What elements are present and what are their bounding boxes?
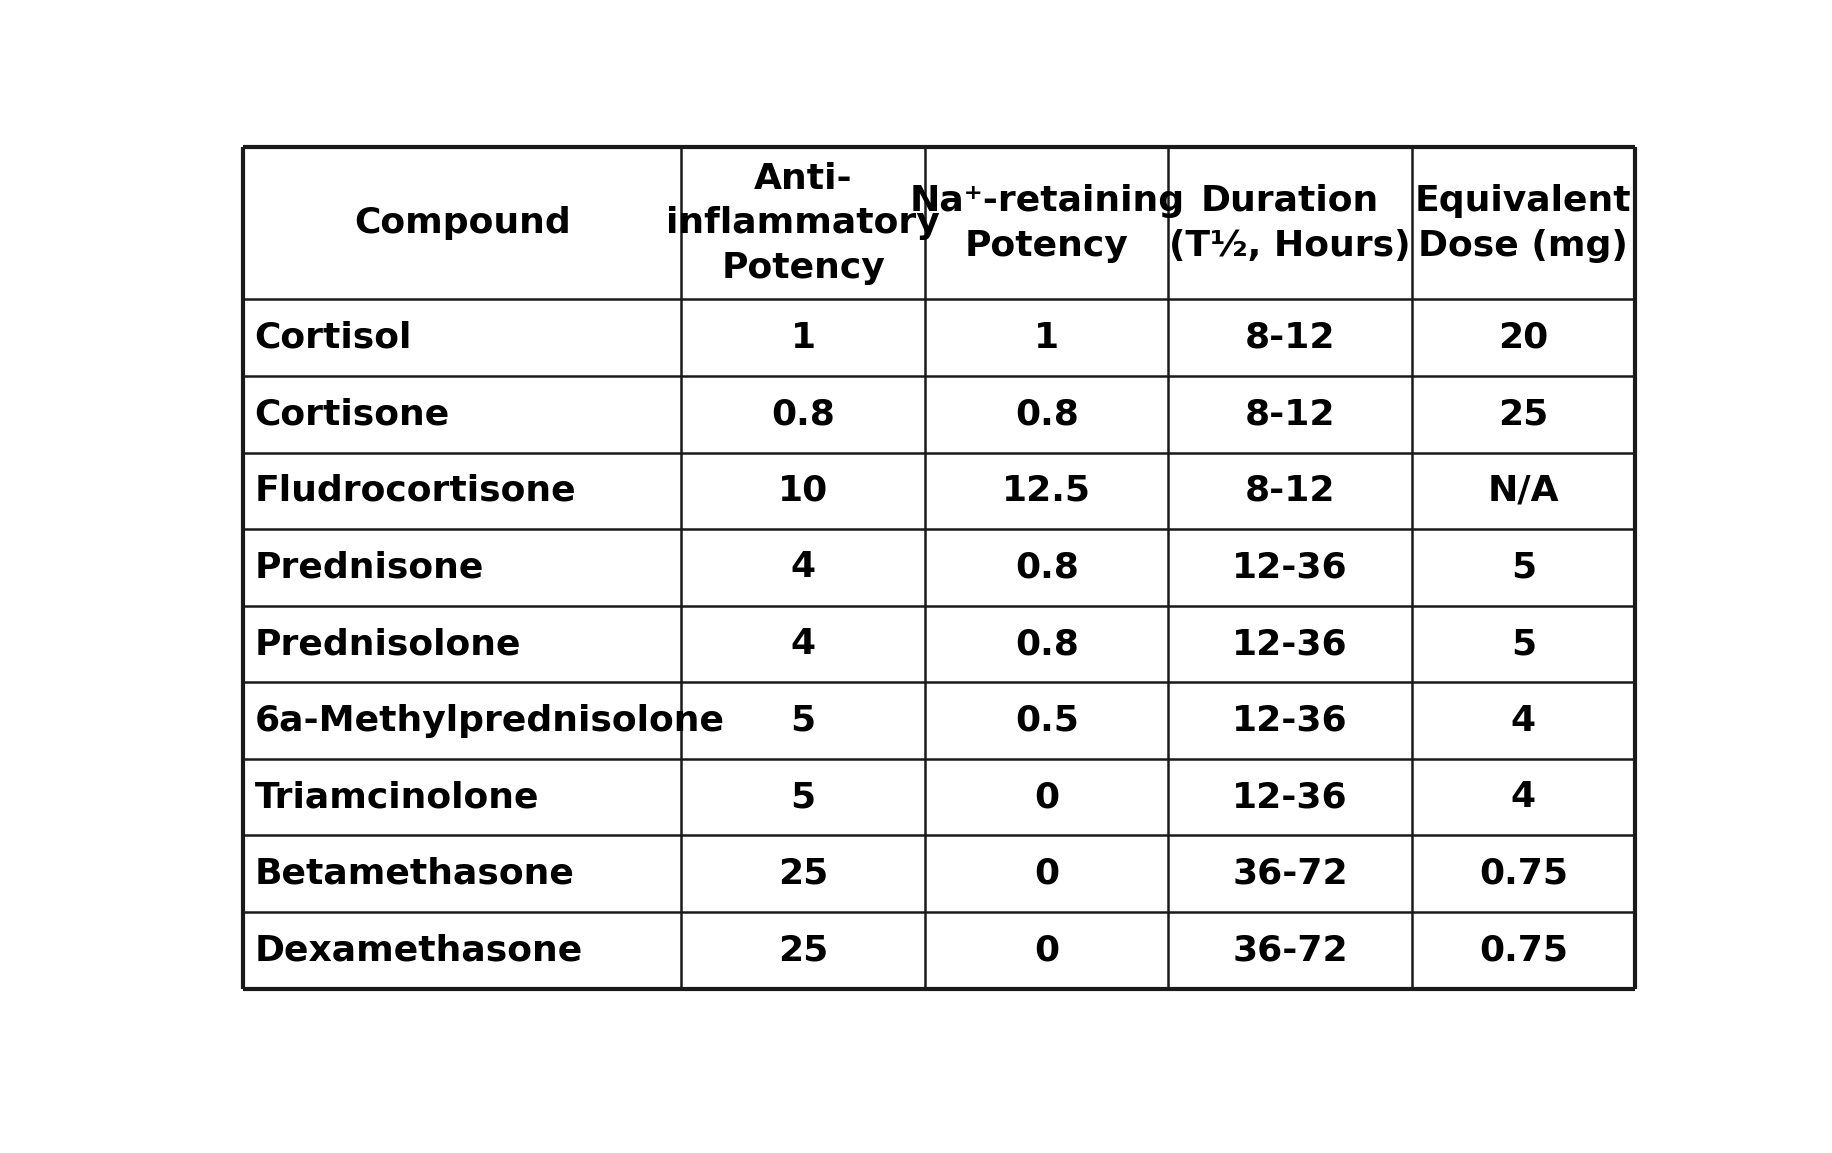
Text: 4: 4 bbox=[791, 627, 815, 661]
Text: Equivalent
Dose (mg): Equivalent Dose (mg) bbox=[1414, 184, 1632, 263]
Text: 25: 25 bbox=[779, 933, 828, 967]
Text: 5: 5 bbox=[1511, 627, 1535, 661]
Text: Cortisone: Cortisone bbox=[255, 398, 451, 431]
Text: 12-36: 12-36 bbox=[1233, 781, 1348, 814]
Text: 25: 25 bbox=[779, 857, 828, 891]
Text: 36-72: 36-72 bbox=[1233, 857, 1348, 891]
Text: Fludrocortisone: Fludrocortisone bbox=[255, 474, 577, 508]
Text: 4: 4 bbox=[791, 550, 815, 585]
Text: Betamethasone: Betamethasone bbox=[255, 857, 575, 891]
Text: Dexamethasone: Dexamethasone bbox=[255, 933, 583, 967]
Text: 10: 10 bbox=[779, 474, 828, 508]
Text: 0.8: 0.8 bbox=[1015, 627, 1079, 661]
Text: 1: 1 bbox=[1035, 321, 1059, 355]
Text: Duration
(T½, Hours): Duration (T½, Hours) bbox=[1169, 184, 1411, 263]
Text: Triamcinolone: Triamcinolone bbox=[255, 781, 539, 814]
Text: 4: 4 bbox=[1511, 703, 1535, 738]
Text: 5: 5 bbox=[1511, 550, 1535, 585]
Text: 0.5: 0.5 bbox=[1015, 703, 1079, 738]
Text: 4: 4 bbox=[1511, 781, 1535, 814]
Text: 36-72: 36-72 bbox=[1233, 933, 1348, 967]
Text: 0.75: 0.75 bbox=[1478, 857, 1568, 891]
Text: 8-12: 8-12 bbox=[1246, 474, 1336, 508]
Text: 25: 25 bbox=[1499, 398, 1548, 431]
Text: 0.8: 0.8 bbox=[1015, 398, 1079, 431]
Text: Compound: Compound bbox=[354, 206, 572, 240]
Text: Na⁺-retaining
Potency: Na⁺-retaining Potency bbox=[909, 184, 1183, 263]
Text: 20: 20 bbox=[1499, 321, 1548, 355]
Text: N/A: N/A bbox=[1488, 474, 1559, 508]
Text: 0: 0 bbox=[1035, 857, 1059, 891]
Text: 1: 1 bbox=[791, 321, 815, 355]
Text: 0.8: 0.8 bbox=[1015, 550, 1079, 585]
Text: 8-12: 8-12 bbox=[1246, 321, 1336, 355]
Text: 0: 0 bbox=[1035, 781, 1059, 814]
Text: Anti-
inflammatory
Potency: Anti- inflammatory Potency bbox=[667, 161, 940, 285]
Text: 12-36: 12-36 bbox=[1233, 627, 1348, 661]
Text: 8-12: 8-12 bbox=[1246, 398, 1336, 431]
Text: Prednisone: Prednisone bbox=[255, 550, 484, 585]
Text: 12-36: 12-36 bbox=[1233, 703, 1348, 738]
Text: 0.75: 0.75 bbox=[1478, 933, 1568, 967]
Text: 0.8: 0.8 bbox=[771, 398, 835, 431]
Text: Prednisolone: Prednisolone bbox=[255, 627, 520, 661]
Text: 5: 5 bbox=[791, 781, 815, 814]
Text: 12.5: 12.5 bbox=[1002, 474, 1092, 508]
Text: 5: 5 bbox=[791, 703, 815, 738]
Text: Cortisol: Cortisol bbox=[255, 321, 412, 355]
Text: 6a-Methylprednisolone: 6a-Methylprednisolone bbox=[255, 703, 725, 738]
Text: 0: 0 bbox=[1035, 933, 1059, 967]
Text: 12-36: 12-36 bbox=[1233, 550, 1348, 585]
